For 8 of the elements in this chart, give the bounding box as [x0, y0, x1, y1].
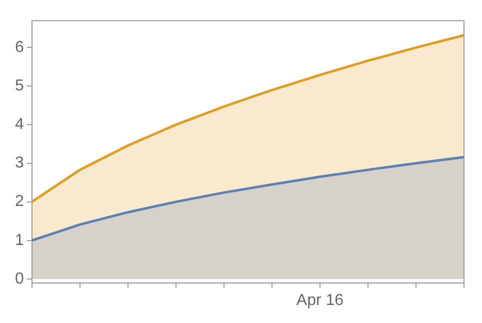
- y-tick-label: 5: [14, 78, 24, 95]
- y-tick-label: 1: [14, 232, 24, 249]
- y-tick-label: 0: [14, 270, 24, 288]
- x-tick-label: Apr 16: [296, 292, 344, 309]
- y-tick-label: 6: [14, 38, 24, 56]
- y-tick-label: 4: [14, 116, 24, 134]
- y-tick-label: 2: [14, 193, 24, 210]
- y-tick-label: 3: [14, 154, 24, 172]
